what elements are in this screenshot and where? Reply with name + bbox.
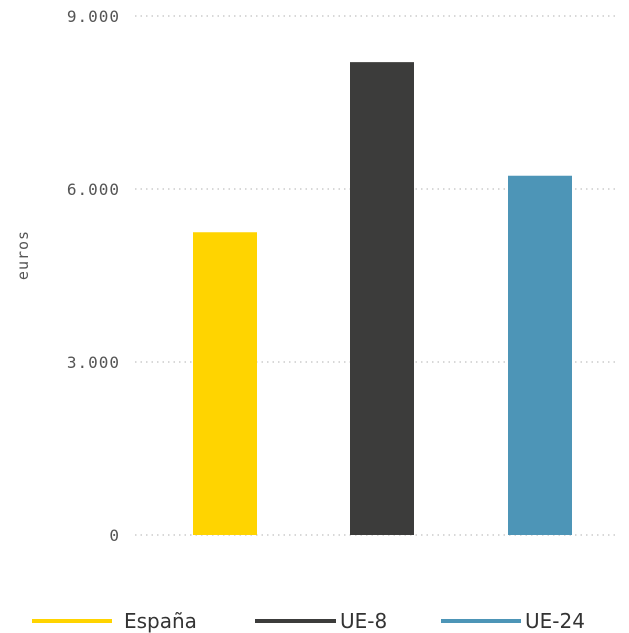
- y-tick-label: 9.000: [67, 7, 120, 26]
- y-axis-ticks: 0 3.000 6.000 9.000: [67, 7, 120, 545]
- bars: [193, 62, 572, 536]
- y-tick-label: 6.000: [67, 180, 120, 199]
- y-tick-label: 3.000: [67, 353, 120, 372]
- bar-ue-8: [350, 62, 414, 536]
- legend-label-ue-8: UE-8: [340, 609, 387, 633]
- y-axis-label: euros: [14, 230, 32, 280]
- y-tick-label: 0: [109, 526, 120, 545]
- legend: España UE-8 UE-24: [32, 609, 585, 633]
- bar-ue-24: [508, 175, 572, 535]
- bar-espa-a: [193, 232, 257, 535]
- legend-label-ue-24: UE-24: [525, 609, 585, 633]
- legend-label-espa-a: España: [124, 609, 197, 633]
